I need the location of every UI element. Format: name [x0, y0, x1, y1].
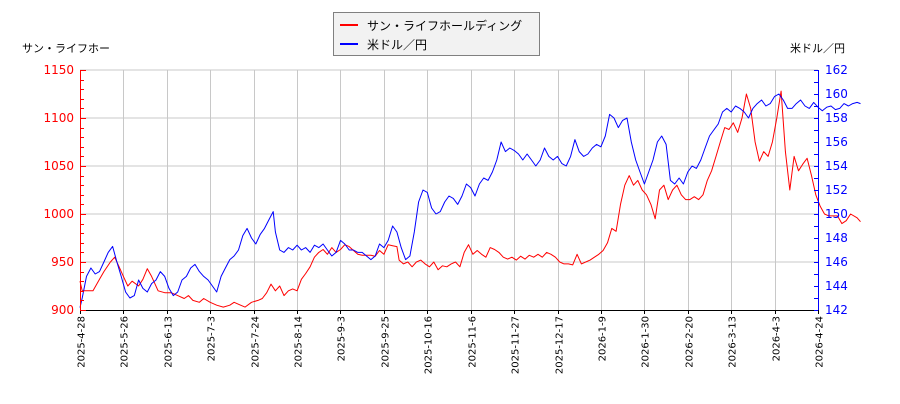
- left-y-tick-label: 900: [51, 303, 74, 317]
- x-tick-label: 2026-4-3: [772, 316, 783, 361]
- legend-item-usdjpy: 米ドル／円: [340, 35, 427, 53]
- legend-swatch-blue: [340, 43, 358, 45]
- right-y-tick-label: 148: [825, 231, 848, 245]
- x-tick-label: 2025-5-26: [120, 316, 131, 368]
- x-tick-label: 2026-1-30: [641, 316, 652, 368]
- right-y-tick-label: 150: [825, 207, 848, 221]
- x-tick-label: 2025-11-27: [511, 316, 522, 374]
- left-y-tick-label: 950: [51, 255, 74, 269]
- legend: サン・ライフホールディング 米ドル／円: [333, 12, 540, 56]
- right-y-tick-label: 156: [825, 135, 848, 149]
- x-tick-label: 2025-8-14: [294, 316, 305, 368]
- left-y-tick-label: 1050: [43, 159, 74, 173]
- right-y-tick-label: 146: [825, 255, 848, 269]
- x-tick-label: 2025-12-17: [555, 316, 566, 374]
- left-y-tick-label: 1150: [43, 63, 74, 77]
- legend-label: サン・ライフホールディング: [367, 18, 523, 33]
- series-layer: [79, 90, 861, 308]
- x-tick-label: 2026-2-20: [685, 316, 696, 368]
- x-tick-label: 2026-4-24: [815, 316, 826, 368]
- axes: 2025-4-28 2025-5-26 2025-6-13 2025-7-3 2025-…: [43, 63, 847, 374]
- left-axis-title: サン・ライフホー: [22, 42, 110, 55]
- x-tick-label: 2025-4-28: [77, 316, 88, 368]
- legend-swatch-red: [340, 24, 358, 26]
- left-y-tick-label: 1100: [43, 111, 74, 125]
- usdjpy-line: [79, 93, 861, 308]
- left-y-tick-label: 1000: [43, 207, 74, 221]
- x-tick-label: 2026-3-13: [728, 316, 739, 368]
- x-tick-label: 2025-7-3: [207, 316, 218, 361]
- legend-item-sunlife: サン・ライフホールディング: [340, 16, 522, 34]
- x-tick-label: 2025-6-13: [164, 316, 175, 368]
- sunlife-price-line: [79, 90, 861, 308]
- right-y-tick-label: 142: [825, 303, 848, 317]
- legend-label: 米ドル／円: [367, 37, 428, 52]
- x-tick-label: 2026-1-9: [598, 316, 609, 361]
- right-y-tick-label: 152: [825, 183, 848, 197]
- grid-lines: [80, 69, 818, 310]
- right-y-tick-label: 162: [825, 63, 848, 77]
- x-tick-label: 2025-9-25: [381, 316, 392, 368]
- x-tick-label: 2025-11-6: [468, 316, 479, 368]
- right-y-tick-label: 158: [825, 111, 848, 125]
- right-y-tick-label: 154: [825, 159, 848, 173]
- right-axis-title: 米ドル／円: [790, 42, 845, 55]
- right-y-tick-label: 144: [825, 279, 848, 293]
- x-tick-label: 2025-9-3: [337, 316, 348, 361]
- x-tick-label: 2025-10-16: [424, 316, 435, 374]
- right-y-tick-label: 160: [825, 87, 848, 101]
- x-tick-label: 2025-7-24: [251, 316, 262, 368]
